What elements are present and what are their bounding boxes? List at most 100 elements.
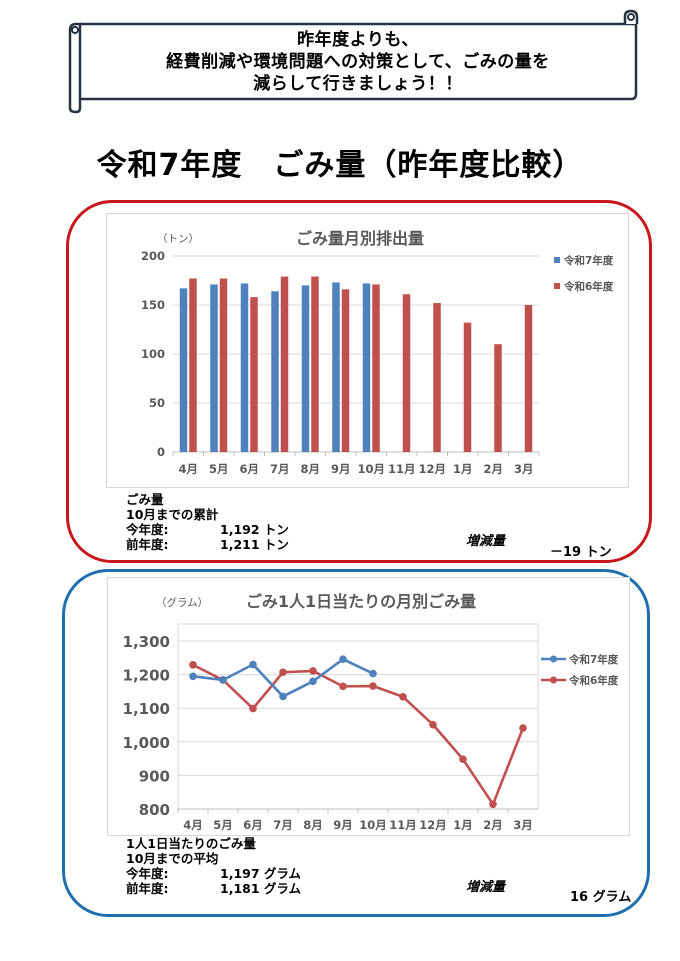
data-point — [249, 704, 257, 713]
bar — [362, 283, 371, 452]
x-tick-label: 4月 — [178, 462, 198, 476]
chart-title: ごみ1人1日当たりの月別ごみ量 — [246, 592, 476, 611]
legend-label: 令和6年度 — [568, 674, 619, 687]
x-tick-label: 2月 — [483, 818, 503, 832]
bar — [240, 283, 249, 452]
banner-line-1: 昨年度よりも、 — [297, 30, 419, 50]
legend-label: 令和6年度 — [563, 280, 614, 293]
x-tick-label: 9月 — [333, 818, 353, 832]
x-tick-label: 10月 — [357, 462, 385, 476]
x-tick-label: 7月 — [270, 462, 290, 476]
x-tick-label: 9月 — [331, 462, 351, 476]
summary-heading: ごみ量 — [126, 492, 164, 507]
banner-line-3: 減らして行きましょう！！ — [253, 74, 463, 94]
data-point — [189, 661, 197, 669]
bar — [210, 284, 218, 452]
data-point — [429, 720, 437, 729]
x-tick-label: 2月 — [483, 462, 503, 476]
delta-label: 増減量 — [466, 534, 506, 549]
data-point — [369, 669, 377, 678]
banner-line-2: 経費削減や環境問題への対策として、ごみの量を — [166, 52, 550, 72]
monthly-waste-summary: ごみ量 10月までの累計 今年度: 1,192 トン 前年度: 1,211 トン — [126, 492, 289, 552]
data-point — [459, 755, 467, 764]
summary-subheading: 10月までの平均 — [126, 851, 219, 866]
page-title: 令和7年度 ごみ量（昨年度比較） — [96, 148, 584, 183]
x-tick-label: 12月 — [419, 818, 447, 832]
bar — [271, 291, 279, 452]
x-tick-label: 12月 — [418, 462, 446, 476]
bar — [189, 278, 197, 452]
bar — [219, 278, 228, 452]
line-chart-svg: （グラム） ごみ1人1日当たりの月別ごみ量 800 900 1,000 1,100 1,20… — [123, 592, 619, 832]
data-point — [189, 672, 197, 681]
last-year-value: 1,211 トン — [220, 537, 289, 552]
bar — [250, 297, 258, 452]
this-year-label: 今年度: — [126, 866, 169, 881]
x-tick-label: 5月 — [213, 818, 233, 832]
last-year-label: 前年度: — [126, 881, 169, 896]
x-tick-label: 6月 — [239, 462, 259, 476]
legend-swatch — [554, 283, 560, 289]
bar — [341, 289, 350, 452]
data-point — [489, 800, 497, 809]
bar — [301, 285, 310, 452]
x-tick-label: 11月 — [388, 462, 416, 476]
bar — [524, 305, 533, 452]
data-point — [369, 682, 377, 690]
this-year-value: 1,192 トン — [220, 522, 289, 537]
bar — [179, 288, 188, 452]
y-tick-label: 900 — [139, 767, 170, 785]
legend-label: 令和7年度 — [568, 653, 619, 666]
x-tick-label: 11月 — [389, 818, 417, 832]
y-tick-label: 150 — [141, 298, 165, 312]
x-tick-label: 3月 — [514, 462, 534, 476]
x-tick-label: 3月 — [513, 818, 533, 832]
x-tick-label: 7月 — [273, 818, 293, 832]
x-tick-label: 1月 — [453, 462, 473, 476]
legend-swatch — [554, 257, 560, 263]
x-tick-label: 5月 — [209, 462, 229, 476]
y-tick-label: 1,000 — [123, 734, 170, 752]
delta-value: 16 グラム — [570, 890, 632, 905]
bar — [372, 284, 380, 452]
bar — [494, 344, 502, 452]
x-tick-label: 10月 — [359, 818, 387, 832]
data-point — [399, 692, 407, 701]
banner-scroll-frame — [68, 9, 639, 114]
last-year-value: 1,181 グラム — [220, 881, 302, 896]
per-capita-summary: 1人1日当たりのごみ量 10月までの平均 今年度: 1,197 グラム 前年度: 1… — [126, 836, 301, 896]
delta-label: 増減量 — [466, 880, 506, 895]
delta-value: －19 トン — [550, 545, 612, 560]
x-tick-label: 6月 — [243, 818, 263, 832]
data-point — [279, 668, 287, 677]
x-tick-label: 8月 — [303, 818, 323, 832]
summary-subheading: 10月までの累計 — [126, 507, 219, 522]
banner-message: 昨年度よりも、 経費削減や環境問題への対策として、ごみの量を 減らして行きましょ… — [80, 29, 636, 95]
x-tick-label: 8月 — [300, 462, 320, 476]
y-tick-label: 1,300 — [123, 633, 170, 651]
legend-label: 令和7年度 — [563, 254, 614, 267]
this-year-value: 1,197 グラム — [220, 866, 302, 881]
data-point — [249, 660, 257, 669]
data-point — [309, 667, 317, 675]
bar — [311, 276, 319, 452]
per-capita-chart: （グラム） ごみ1人1日当たりの月別ごみ量 800 900 1,000 1,100 1,20… — [107, 577, 630, 836]
y-tick-label: 200 — [141, 249, 165, 263]
bar — [332, 282, 340, 452]
y-axis-unit: （グラム） — [156, 596, 208, 609]
y-tick-label: 50 — [149, 396, 165, 410]
bar — [463, 322, 472, 452]
summary-heading: 1人1日当たりのごみ量 — [126, 836, 256, 851]
data-point — [519, 724, 527, 732]
data-point — [339, 655, 347, 663]
data-point — [339, 682, 347, 691]
y-axis-unit: （トン） — [157, 233, 199, 245]
y-tick-label: 100 — [141, 347, 165, 361]
chart-title: ごみ量月別排出量 — [296, 229, 424, 248]
series-line — [192, 663, 525, 806]
this-year-label: 今年度: — [126, 522, 169, 537]
x-tick-label: 4月 — [183, 818, 203, 832]
y-tick-label: 0 — [157, 445, 165, 459]
y-tick-label: 1,100 — [123, 700, 170, 718]
